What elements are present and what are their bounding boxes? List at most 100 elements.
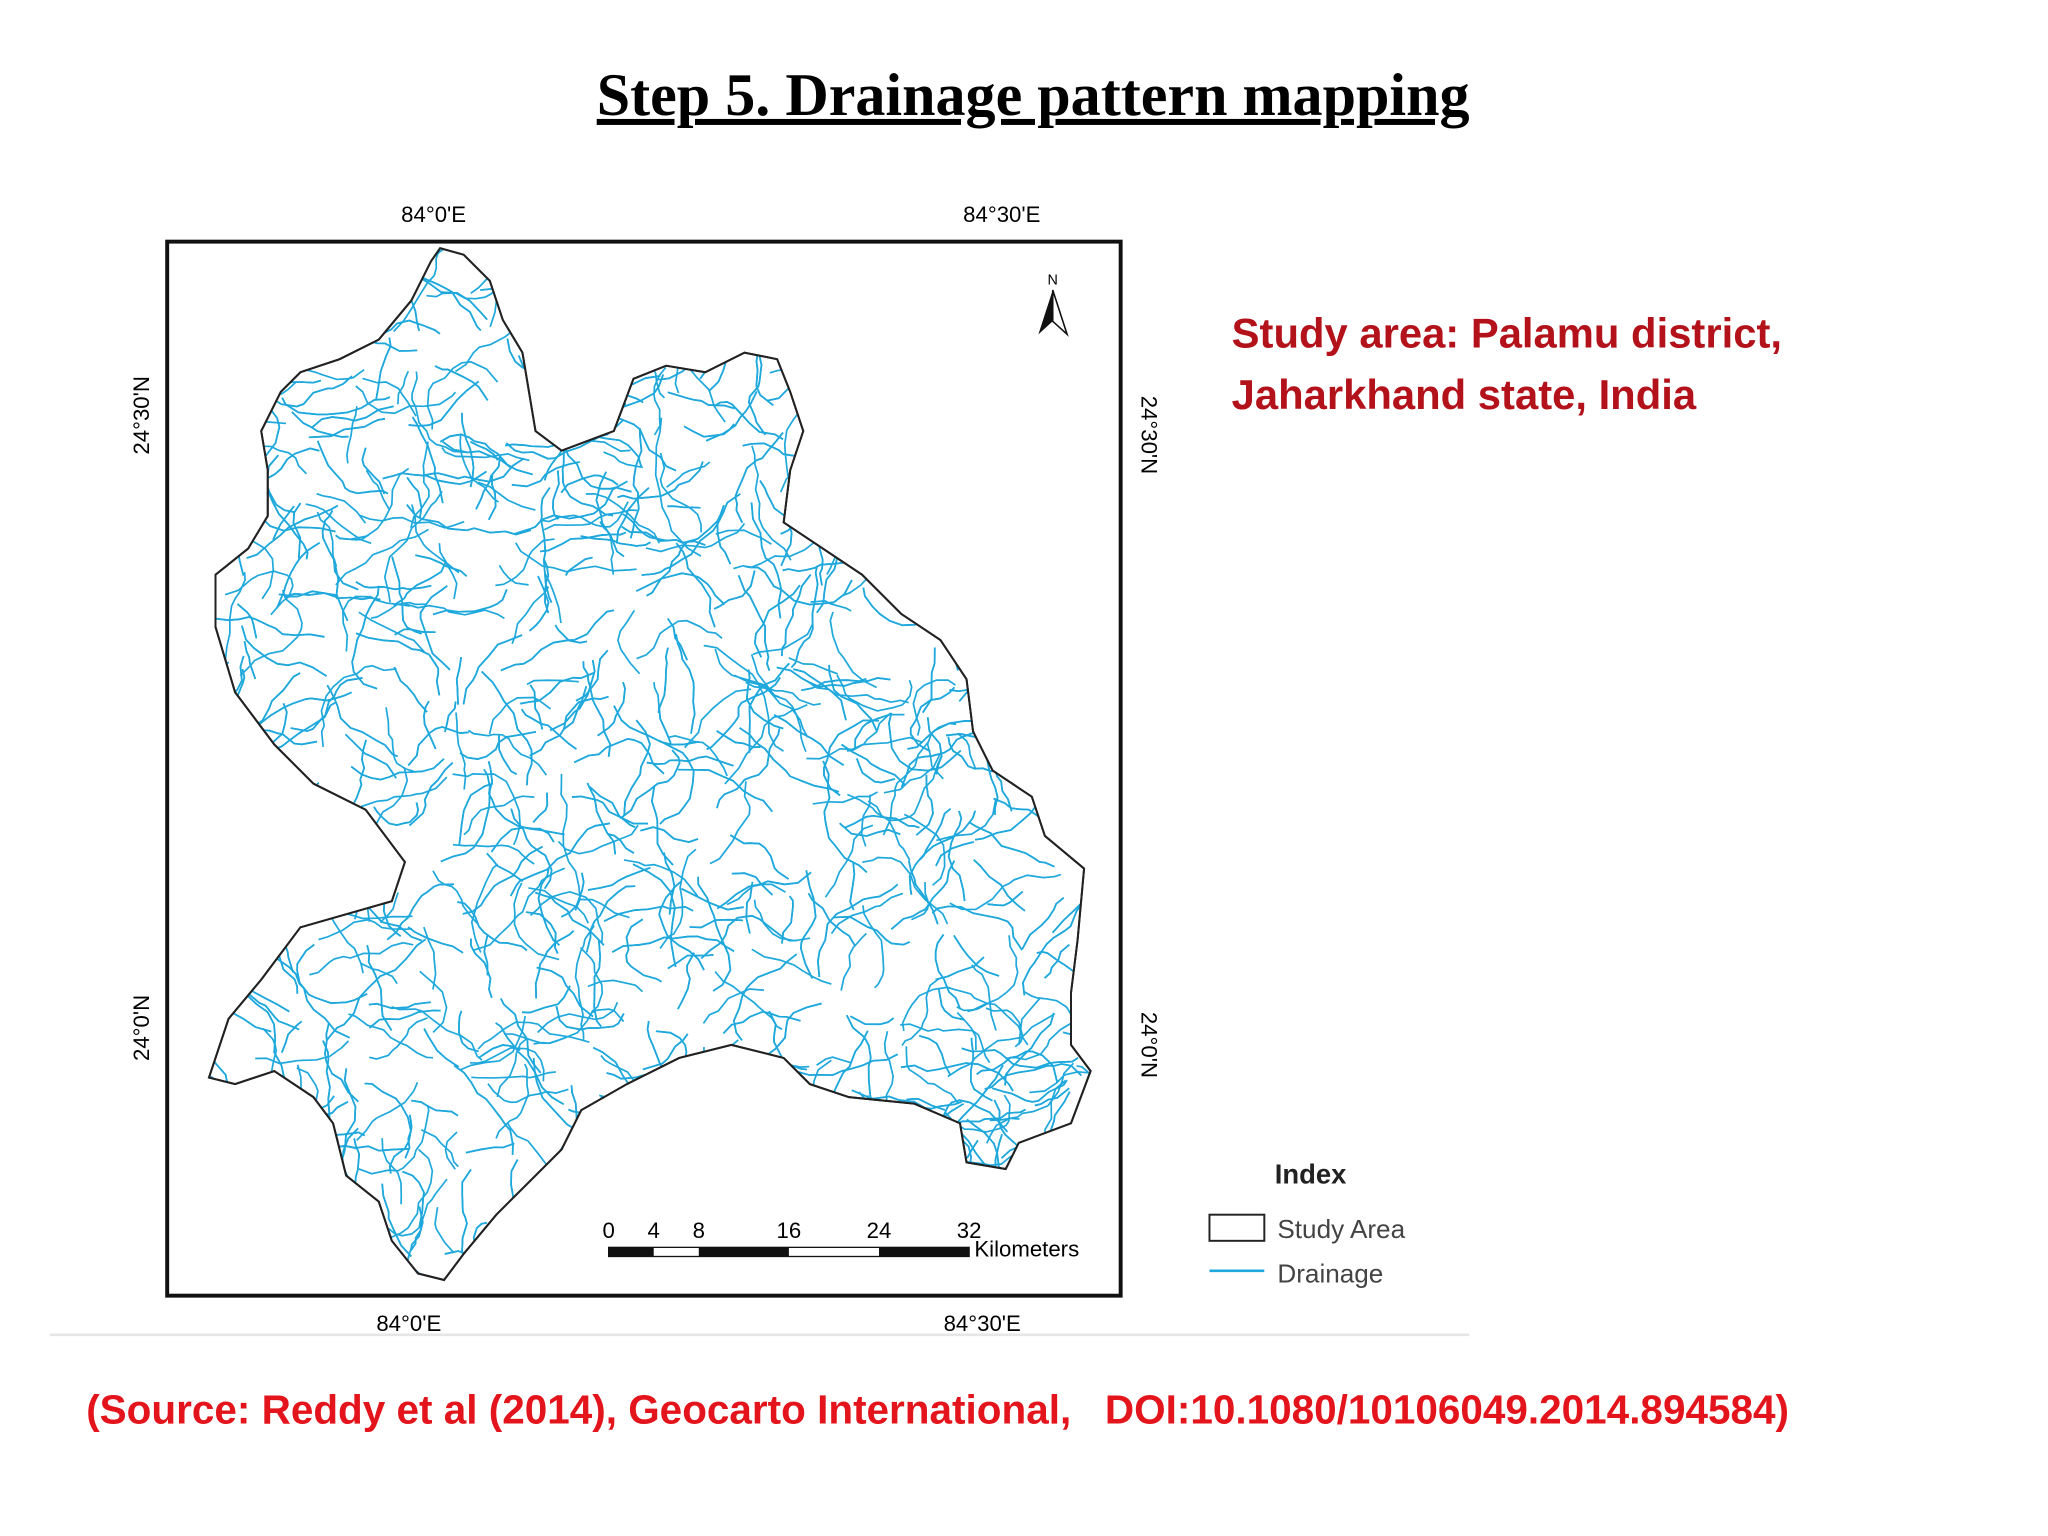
stream <box>453 1064 514 1155</box>
stream <box>985 1007 1024 1048</box>
stream <box>751 445 792 561</box>
stream <box>434 365 489 401</box>
stream <box>986 760 999 816</box>
stream <box>968 821 1055 868</box>
stream <box>458 1010 479 1053</box>
stream <box>356 1082 419 1141</box>
stream <box>284 590 338 598</box>
stream <box>532 792 549 823</box>
stream <box>622 513 706 546</box>
stream <box>498 564 529 586</box>
stream <box>472 867 566 952</box>
stream <box>470 938 493 999</box>
stream <box>212 616 325 638</box>
stream <box>883 1030 894 1106</box>
stream <box>750 654 807 752</box>
stream <box>467 729 548 776</box>
stream <box>1022 906 1081 996</box>
stream <box>253 691 352 737</box>
stream <box>348 1013 434 1059</box>
stream <box>477 481 536 511</box>
stream <box>419 970 448 1033</box>
stream <box>1018 996 1042 1045</box>
stream <box>370 601 428 619</box>
stream <box>457 901 528 952</box>
stream <box>839 822 901 837</box>
stream <box>989 1062 1075 1122</box>
stream <box>745 681 809 738</box>
stream <box>862 905 885 989</box>
stream <box>389 1114 413 1174</box>
stream <box>335 528 429 586</box>
stream <box>432 589 508 616</box>
stream <box>667 618 688 661</box>
stream <box>667 954 714 970</box>
stream <box>700 914 797 960</box>
stream <box>557 824 639 855</box>
stream <box>539 531 627 553</box>
stream <box>595 471 625 558</box>
stream <box>636 619 723 660</box>
stream <box>593 940 602 1028</box>
stream <box>818 546 824 586</box>
stream <box>823 719 880 797</box>
stream <box>272 505 295 541</box>
stream <box>646 755 734 767</box>
stream <box>444 1131 458 1170</box>
stream <box>906 1097 946 1111</box>
stream <box>969 1037 993 1102</box>
stream <box>361 447 386 495</box>
stream <box>411 416 444 504</box>
stream <box>781 895 794 944</box>
stream <box>369 1017 428 1060</box>
stream <box>496 1037 528 1098</box>
stream <box>587 979 644 993</box>
stream <box>236 603 258 639</box>
stream <box>275 375 353 408</box>
stream <box>316 492 367 524</box>
stream <box>461 412 475 488</box>
stream <box>908 810 976 895</box>
stream <box>387 1148 434 1240</box>
stream <box>856 758 896 784</box>
stream <box>934 934 961 1009</box>
scale-label: 0 <box>602 1218 614 1243</box>
stream <box>487 1083 569 1104</box>
stream <box>967 935 1019 1013</box>
stream <box>956 1064 1004 1124</box>
stream <box>486 852 524 882</box>
stream <box>318 918 413 941</box>
stream <box>478 1044 521 1059</box>
stream <box>326 938 427 1041</box>
stream <box>407 726 469 766</box>
stream <box>526 679 579 686</box>
stream <box>919 1034 951 1076</box>
stream <box>381 1138 403 1205</box>
stream <box>483 933 489 976</box>
stream <box>629 428 643 539</box>
stream <box>246 991 300 1031</box>
latitude-label: 24°0'N <box>129 995 154 1061</box>
stream <box>563 695 609 730</box>
stream <box>1043 191 1058 247</box>
stream <box>408 762 454 827</box>
stream <box>729 834 789 880</box>
stream <box>731 872 774 896</box>
stream <box>840 932 867 991</box>
stream <box>800 870 817 979</box>
stream <box>716 728 781 809</box>
stream <box>1034 1087 1070 1107</box>
stream <box>235 991 289 1085</box>
stream <box>903 813 946 886</box>
stream <box>666 461 711 488</box>
stream <box>470 863 499 953</box>
scale-label: 24 <box>867 1218 892 1243</box>
stream <box>709 781 751 865</box>
stream <box>716 871 812 910</box>
stream <box>683 423 735 438</box>
stream <box>384 319 441 335</box>
stream <box>750 502 783 619</box>
map-frame <box>165 239 1123 1298</box>
stream <box>459 434 500 503</box>
